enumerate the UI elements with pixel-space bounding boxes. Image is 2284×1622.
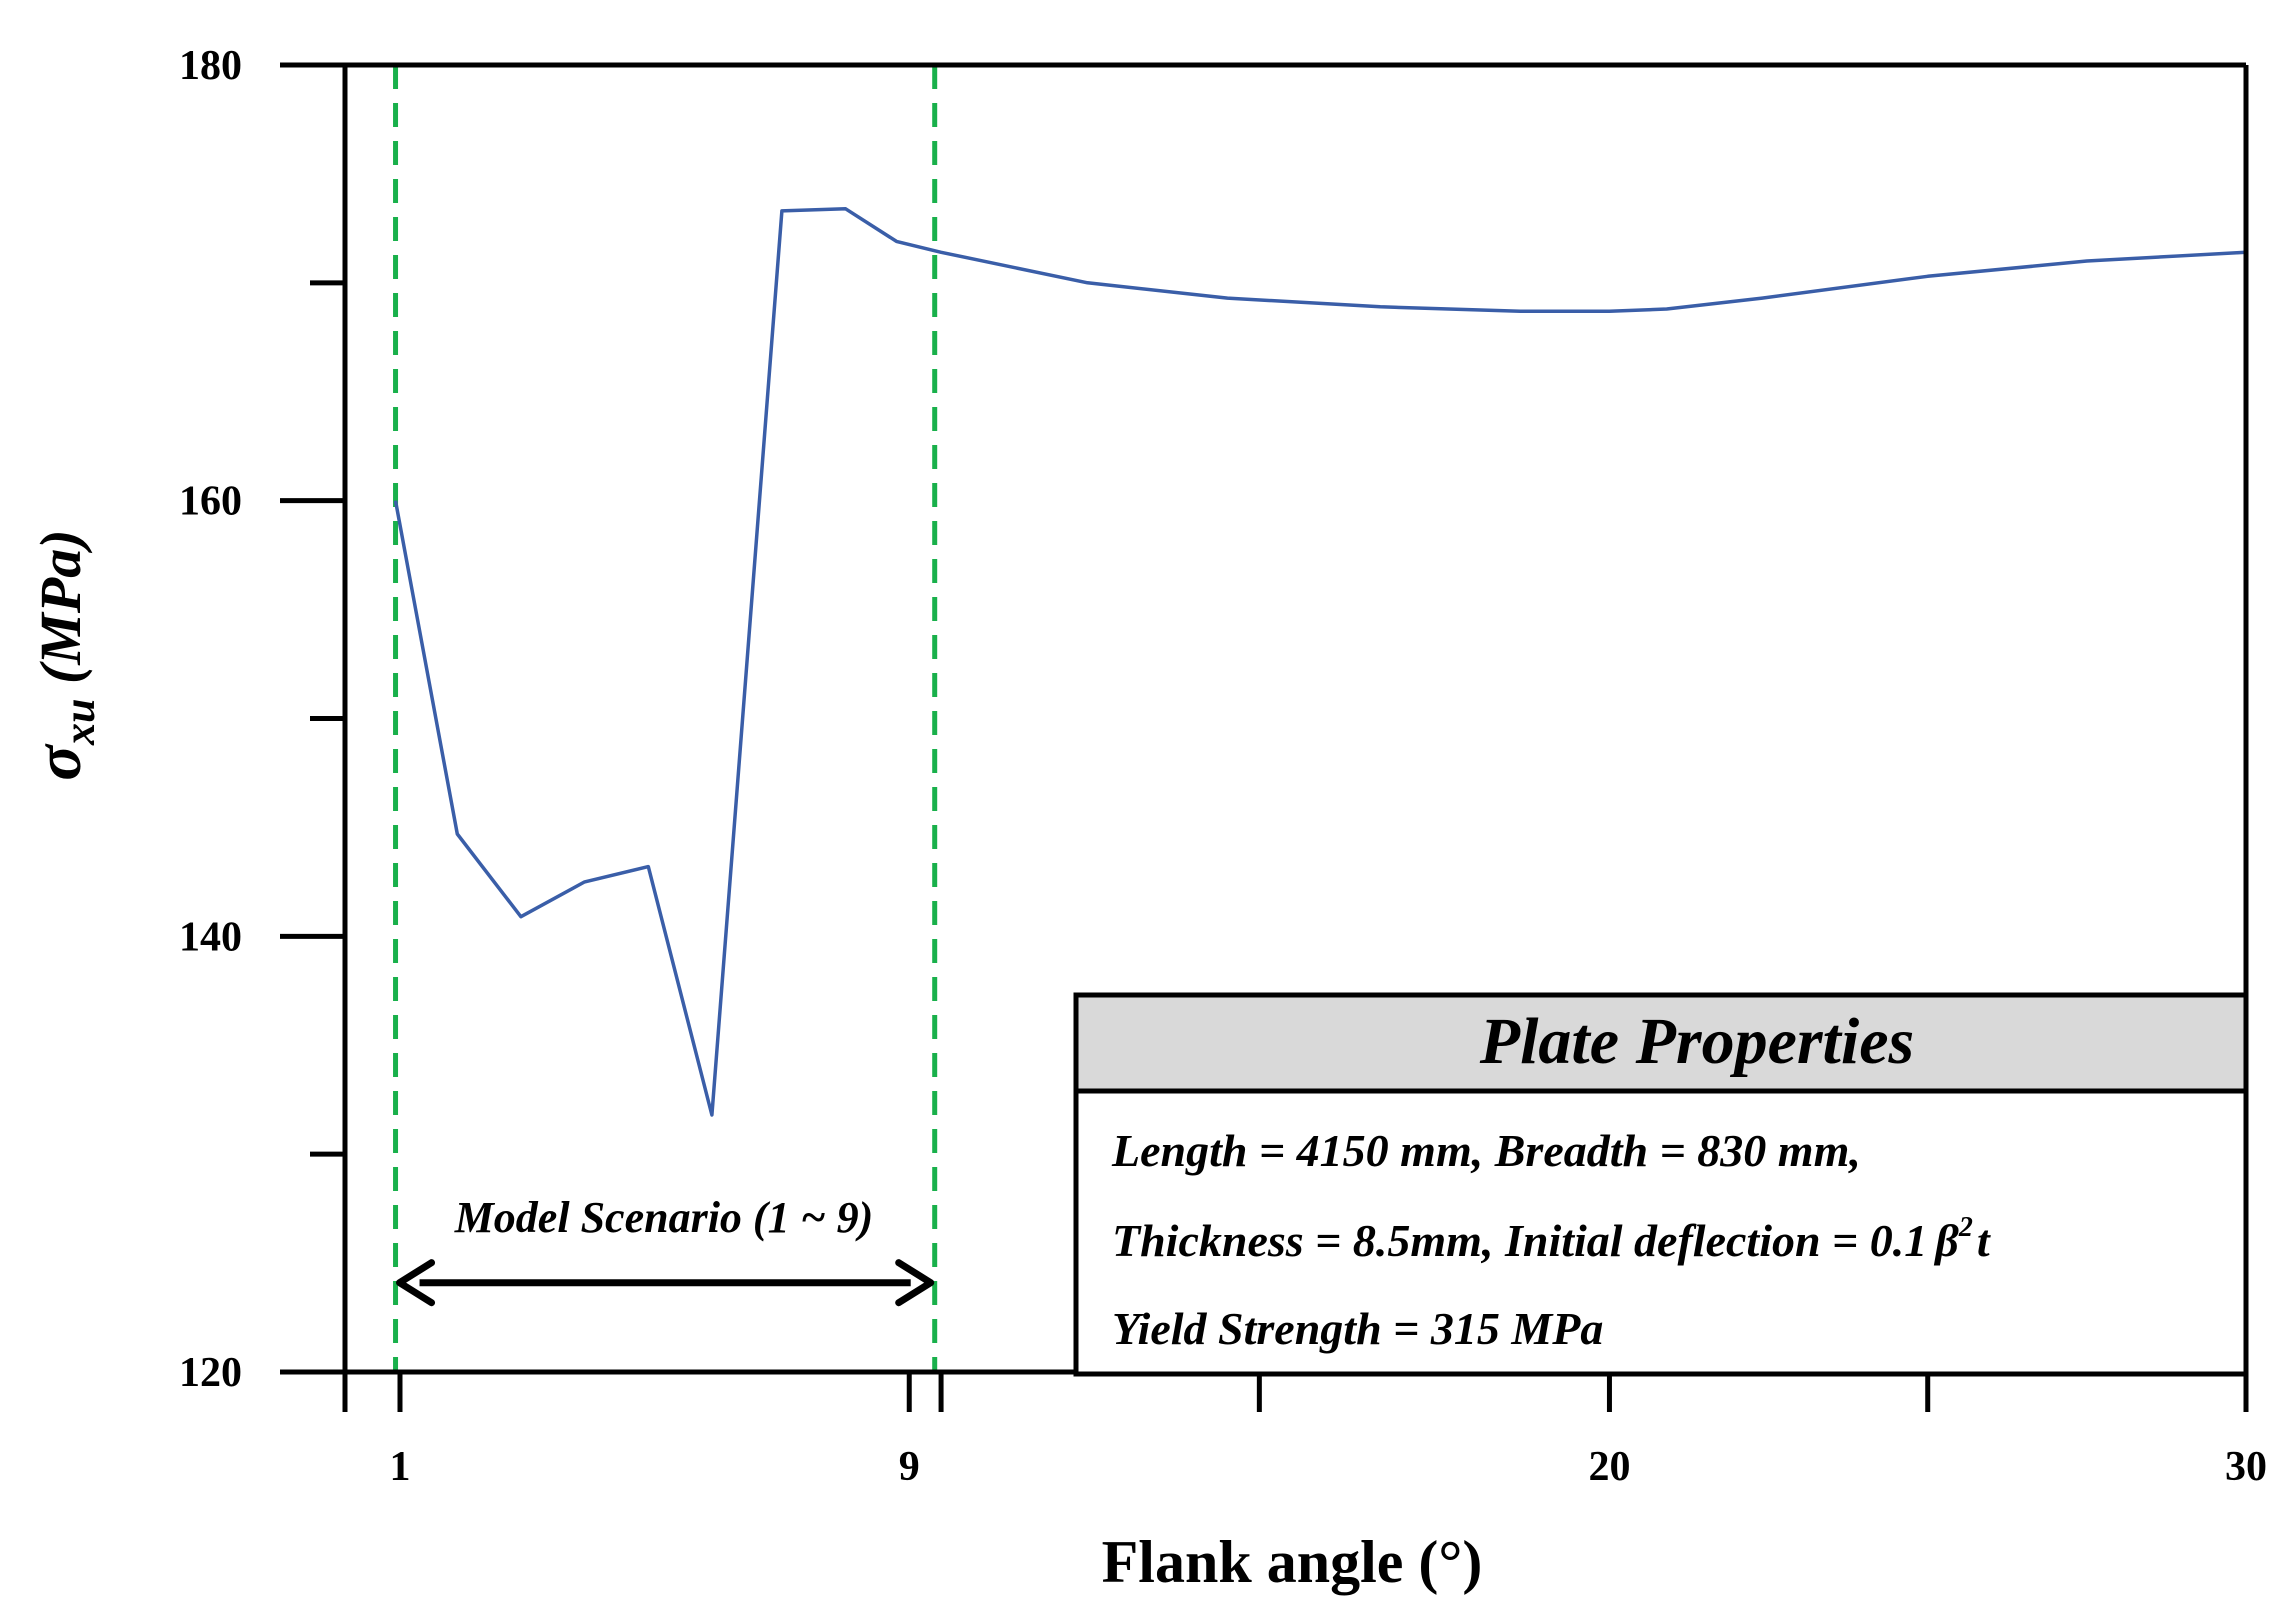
plate-properties-superscript: 2	[1958, 1212, 1973, 1243]
series-line-sigma_xu	[393, 207, 2247, 1117]
y-tick-label: 160	[179, 479, 242, 525]
plate-properties-title: Plate Properties	[1479, 1005, 1914, 1078]
series-layer	[393, 207, 2247, 1117]
y-axis-title-unit: (MPa)	[28, 529, 93, 698]
model-scenario-label: Model Scenario (1 ~ 9)	[454, 1193, 874, 1242]
plate-properties-box: Plate Properties Length = 4150 mm, Bread…	[1073, 992, 2249, 1377]
scenario-arrow-left-head	[396, 1259, 436, 1307]
plate-properties-line-2-main: Thickness = 8.5mm, Initial deflection = …	[1112, 1215, 1927, 1266]
y-axis-title-subscript: xu	[55, 699, 104, 746]
y-axis-title-symbol: σ	[22, 743, 95, 781]
x-axis-title: Flank angle (°)	[1102, 1529, 1483, 1595]
x-tick-label: 20	[1588, 1444, 1630, 1490]
plate-properties-beta: β	[1933, 1215, 1959, 1266]
model-scenario-annotation: Model Scenario (1 ~ 9)	[396, 1193, 935, 1307]
x-tick-label: 30	[2225, 1444, 2267, 1490]
reference-lines	[393, 65, 938, 1372]
y-tick-label: 140	[179, 914, 242, 960]
x-tick-label: 1	[390, 1444, 411, 1490]
plate-properties-body	[1073, 1088, 2249, 1377]
x-tick-label: 9	[899, 1444, 920, 1490]
plate-properties-line-3: Yield Strength = 315 MPa	[1112, 1303, 1603, 1354]
y-tick-label: 180	[179, 43, 242, 89]
plate-properties-line-1: Length = 4150 mm, Breadth = 830 mm,	[1111, 1125, 1861, 1176]
plate-properties-t: t	[1977, 1215, 1991, 1266]
ticks: 120 140 160 180 1 9 20 30	[179, 43, 2267, 1490]
plate-properties-header-bg	[1073, 992, 2249, 1094]
y-axis-title: σxu (MPa)	[22, 529, 104, 780]
scenario-arrow-right-head	[895, 1259, 935, 1307]
y-tick-label: 120	[179, 1350, 242, 1396]
plate-properties-line-2: Thickness = 8.5mm, Initial deflection = …	[1112, 1212, 1991, 1266]
